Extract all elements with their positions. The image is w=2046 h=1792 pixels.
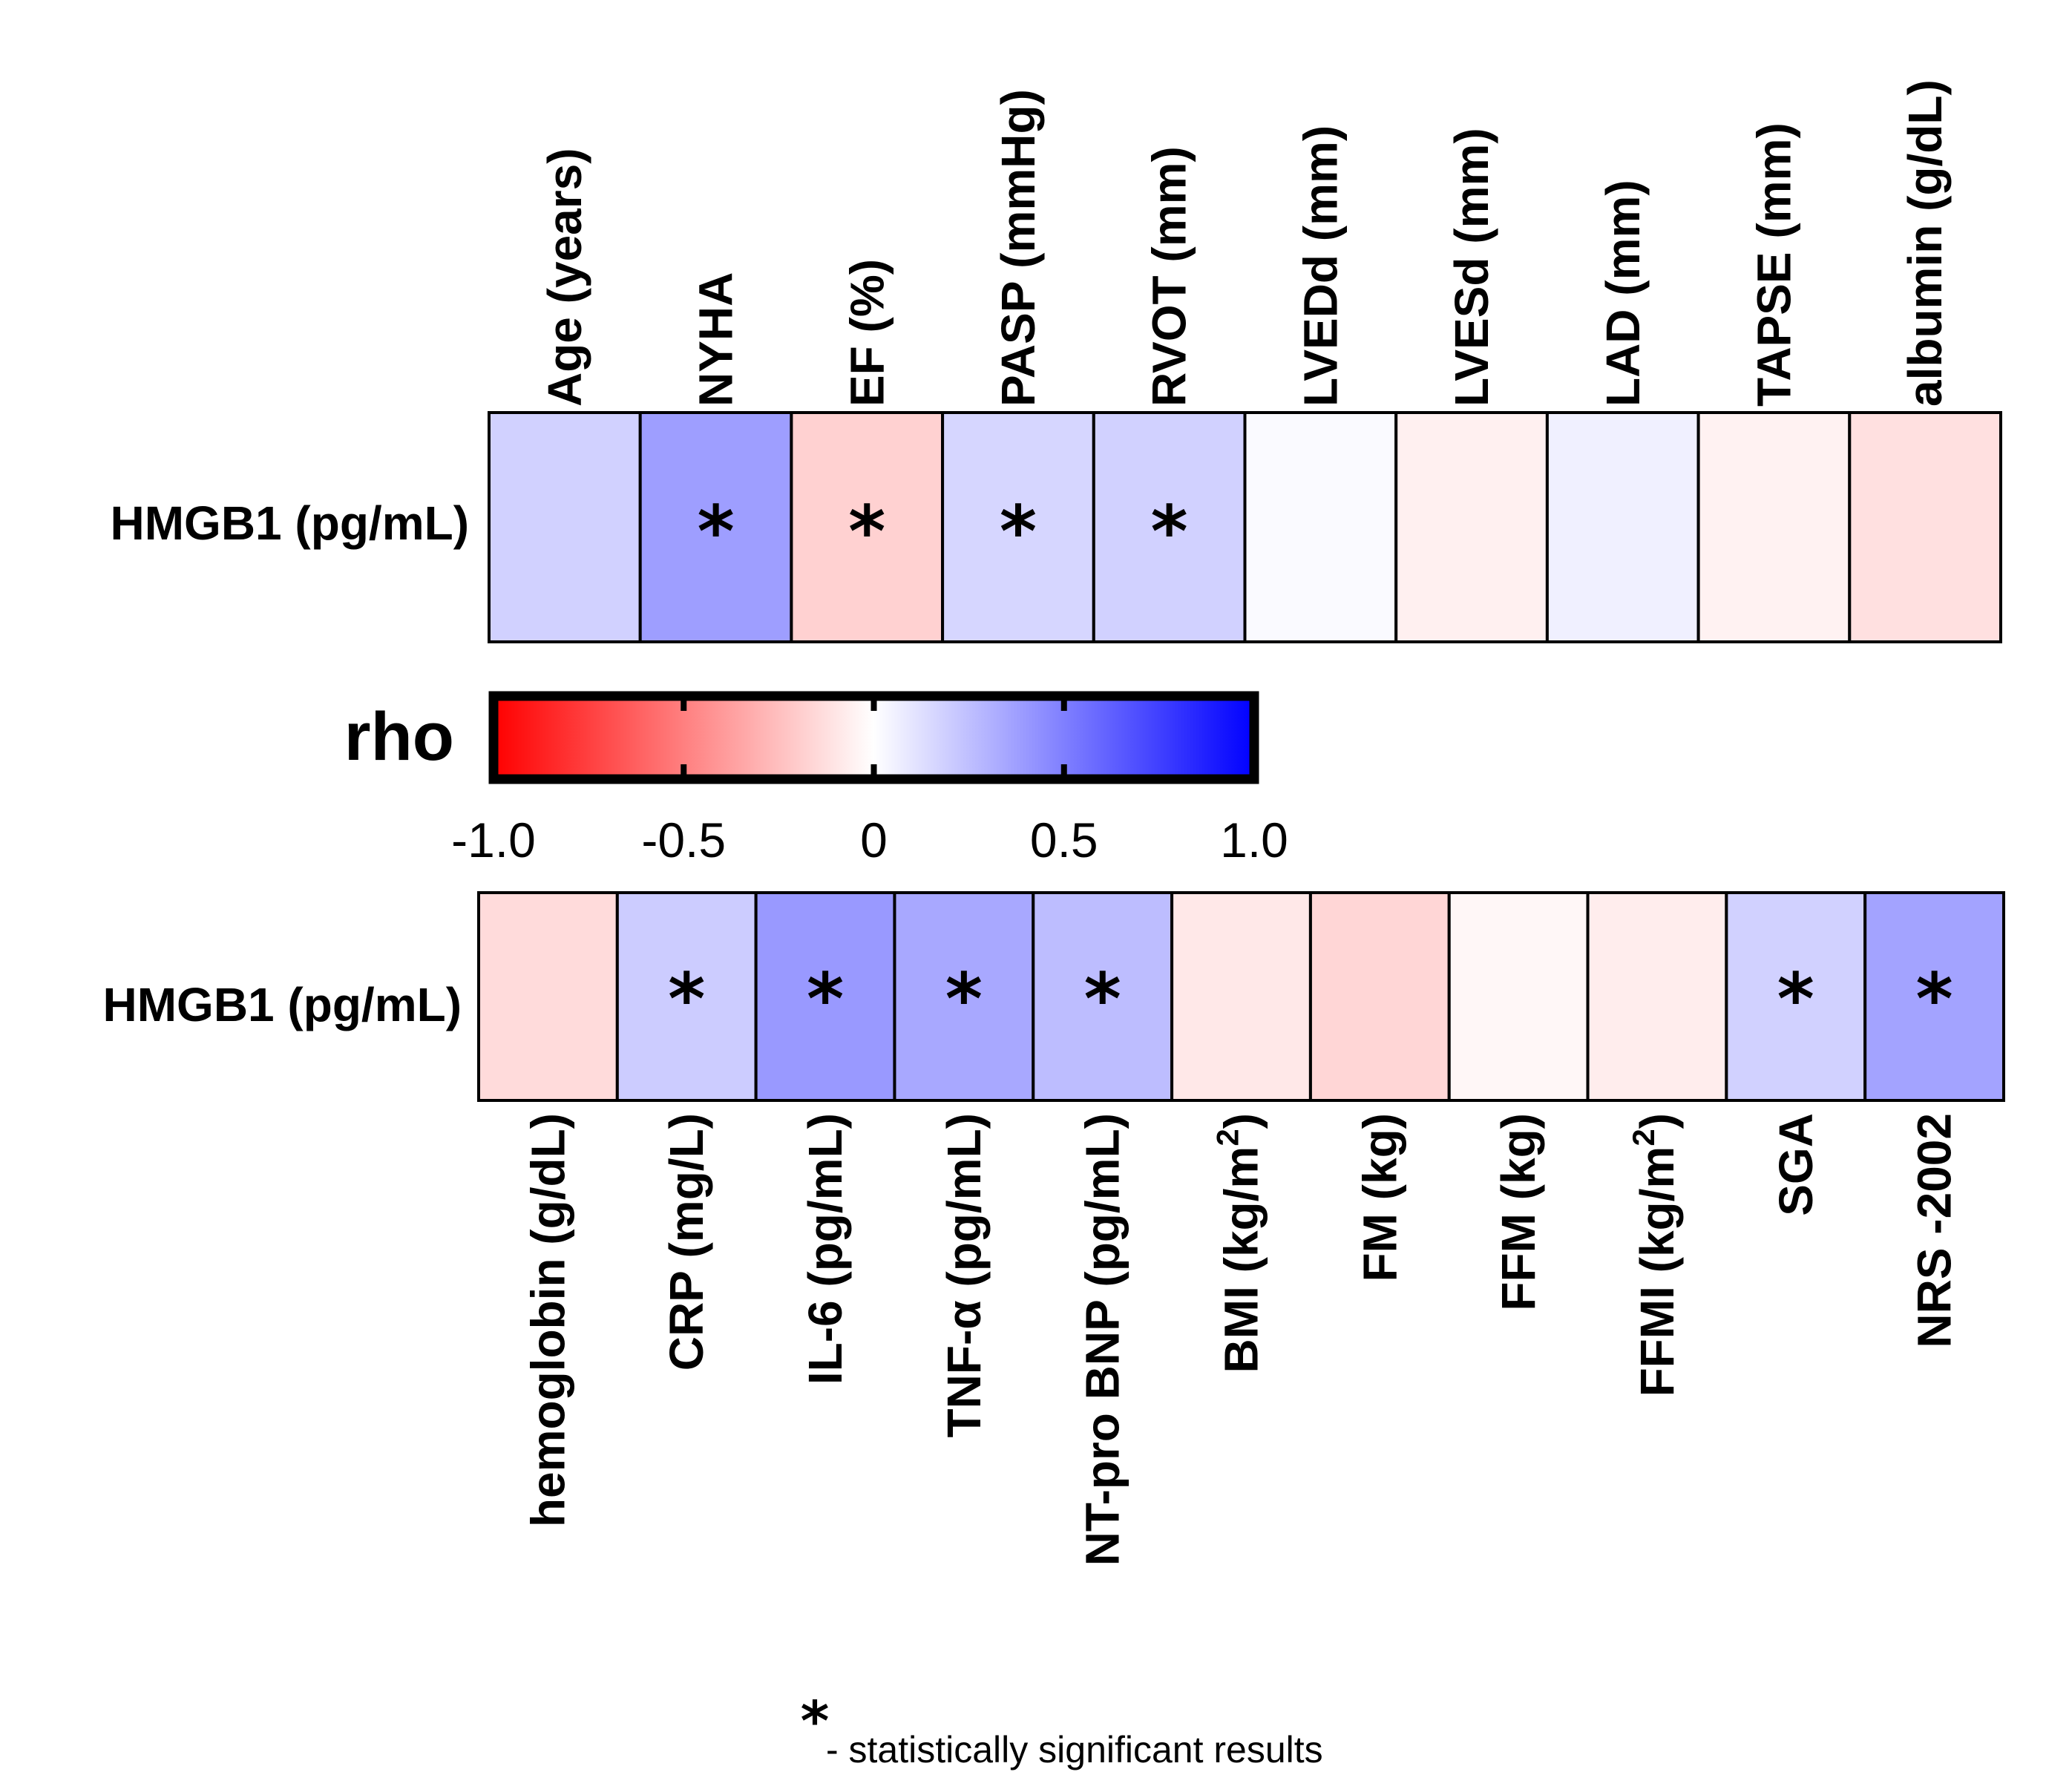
rho-colorbar: rho -1.0 -0.5 0 0.5 1.0	[344, 691, 1288, 867]
top-heatmap: Age (years) NYHA EF (%) PASP (mmHg) RVOT (mm…	[111, 79, 2003, 643]
column-label-text: FFMI (kg/m	[1630, 1146, 1684, 1397]
column-label-text: NT-pro BNP (pg/mL)	[1076, 1113, 1129, 1566]
top-column-labels: Age (years) NYHA EF (%) PASP (mmHg) RVOT (mm…	[538, 79, 1952, 407]
column-label-tail: )	[1215, 1113, 1268, 1129]
column-label: FFM (kg)	[1492, 1113, 1545, 1311]
top-heatmap-cells	[488, 411, 2003, 643]
colorbar-tick-label: 1.0	[1220, 813, 1288, 867]
colorbar-title: rho	[344, 699, 454, 775]
column-label: FM (kg)	[1353, 1113, 1406, 1282]
heatmap-cell	[477, 891, 619, 1102]
colorbar-tick-label: 0.5	[1030, 813, 1098, 867]
heatmap-cell	[1696, 411, 1852, 643]
bottom-column-labels: hemoglobin (g/dL) CRP (mg/L) IL-6 (pg/mL) T…	[521, 1113, 1961, 1566]
column-label: BMI (kg/m2)	[1210, 1113, 1268, 1373]
heatmap-cell	[638, 411, 793, 643]
column-label: SGA	[1769, 1113, 1823, 1216]
column-label: TNF-α (pg/mL)	[937, 1113, 991, 1437]
significance-marker: *	[697, 490, 734, 574]
significance-marker: *	[945, 958, 983, 1041]
column-label-text: CRP (mg/L)	[660, 1113, 713, 1371]
column-label-text: FM (kg)	[1353, 1113, 1406, 1282]
significance-marker: *	[1777, 958, 1814, 1041]
column-label: hemoglobin (g/dL)	[521, 1113, 574, 1527]
footnote-marker: *	[801, 1690, 830, 1753]
heatmap-cell	[1863, 891, 2006, 1102]
column-label: NRS -2002	[1908, 1113, 1961, 1348]
top-row-label: HMGB1 (pg/mL)	[111, 496, 470, 550]
significance-marker: *	[1151, 490, 1188, 574]
column-label-text: FFM (kg)	[1492, 1113, 1545, 1311]
heatmap-cell	[1848, 411, 2003, 643]
column-label: CRP (mg/L)	[660, 1113, 713, 1371]
column-label: LAD (mm)	[1596, 180, 1650, 407]
bottom-heatmap-cells	[477, 891, 2006, 1102]
column-label-text: IL-6 (pg/mL)	[799, 1113, 852, 1385]
heatmap-border	[477, 891, 2005, 1102]
column-label: NT-pro BNP (pg/mL)	[1076, 1113, 1129, 1566]
heatmap-cell	[1447, 891, 1590, 1102]
heatmap-cell	[1170, 891, 1312, 1102]
column-label-text: NRS -2002	[1908, 1113, 1961, 1348]
bottom-significance-markers: * * * * * *	[668, 958, 1953, 1041]
column-label: TAPSE (mm)	[1747, 122, 1800, 407]
heatmap-cell	[1308, 891, 1451, 1102]
bottom-heatmap: HMGB1 (pg/mL) * * * * * * hemoglobin (g/dL) CR…	[103, 891, 2006, 1566]
column-label: albumin (g/dL)	[1898, 79, 1952, 407]
column-label: LVESd (mm)	[1445, 128, 1498, 407]
significance-marker: *	[807, 958, 844, 1041]
column-label-superscript: 2	[1210, 1129, 1245, 1146]
heatmap-cell	[1586, 891, 1728, 1102]
heatmap-cell	[754, 891, 896, 1102]
footnote-text: - statistically significant results	[826, 1729, 1323, 1770]
significance-marker: *	[668, 958, 705, 1041]
colorbar-tick-label: 0	[860, 813, 888, 867]
heatmap-border	[488, 411, 2002, 643]
footnote: * - statistically significant results	[801, 1690, 1323, 1770]
heatmap-cell	[1394, 411, 1549, 643]
heatmap-cell	[1243, 411, 1398, 643]
column-label: EF (%)	[840, 259, 894, 407]
heatmap-cell	[615, 891, 758, 1102]
column-label-tail: )	[1630, 1113, 1684, 1129]
heatmap-cell	[1032, 891, 1174, 1102]
column-label: LVEDd (mm)	[1293, 125, 1347, 407]
column-label: RVOT (mm)	[1143, 146, 1196, 407]
column-label: Age (years)	[538, 148, 591, 407]
bottom-row-label: HMGB1 (pg/mL)	[103, 978, 462, 1031]
column-label-text: SGA	[1769, 1113, 1823, 1216]
significance-marker: *	[1915, 958, 1952, 1041]
column-label: FFMI (kg/m2)	[1626, 1113, 1684, 1396]
column-label-text: TNF-α (pg/mL)	[937, 1113, 991, 1437]
column-label: PASP (mmHg)	[991, 89, 1045, 407]
colorbar-tick-label: -0.5	[641, 813, 726, 867]
colorbar-ticks: -1.0 -0.5 0 0.5 1.0	[451, 696, 1288, 867]
column-label-superscript: 2	[1626, 1129, 1661, 1146]
colorbar-tick-label: -1.0	[451, 813, 536, 867]
significance-marker: *	[1000, 490, 1037, 574]
heatmap-cell	[1545, 411, 1700, 643]
heatmap-cell	[488, 411, 642, 643]
column-label: NYHA	[689, 272, 743, 407]
column-label-text: BMI (kg/m	[1215, 1146, 1268, 1373]
column-label: IL-6 (pg/mL)	[799, 1113, 852, 1385]
significance-marker: *	[1084, 958, 1121, 1041]
column-label-text: hemoglobin (g/dL)	[521, 1113, 574, 1527]
top-significance-markers: * * * *	[697, 490, 1187, 574]
significance-marker: *	[848, 490, 885, 574]
